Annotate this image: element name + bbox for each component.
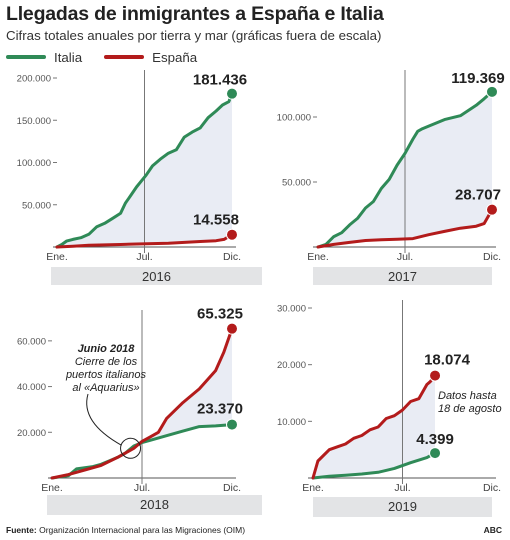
endpoint-italia: [429, 447, 442, 460]
annotation-line: Datos hasta: [438, 390, 497, 402]
brand-logo-text: ABC: [483, 525, 502, 535]
annotation-leader-line: [86, 393, 122, 446]
endpoint-italia: [226, 87, 238, 100]
page-title: Llegadas de inmigrantes a España e Itali…: [6, 3, 384, 25]
x-tick-label: Jul.: [394, 482, 410, 494]
page-subtitle: Cifras totales anuales por tierra y mar …: [6, 28, 382, 43]
value-label-italia: 181.436: [193, 72, 247, 89]
x-tick-label: Dic.: [483, 482, 501, 494]
series-line-espana: [316, 208, 494, 249]
y-tick-label: 60.000: [17, 336, 46, 347]
value-label-espana: 28.707: [455, 187, 501, 204]
y-tick-label: 40.000: [17, 382, 46, 393]
series-line-espana: [50, 327, 234, 480]
series-line-italia: [55, 92, 234, 249]
series-line-espana: [55, 233, 234, 249]
x-tick-label: Jul.: [136, 251, 152, 263]
difference-shade: [313, 375, 435, 478]
legend-swatch-espana: [104, 55, 145, 59]
legend-swatch-italia: [6, 55, 46, 59]
source-footer: Fuente: Organización Internacional para …: [6, 525, 245, 535]
annotation-line: Cierre de los: [75, 356, 138, 368]
y-tick-label: 30.000: [277, 304, 306, 315]
endpoint-espana: [226, 322, 238, 335]
y-tick-label: 20.000: [17, 428, 46, 439]
year-label: 2019: [388, 499, 417, 514]
x-tick-label: Jul.: [397, 251, 413, 263]
y-tick-label: 50.000: [22, 200, 51, 211]
value-label-italia: 23.370: [197, 401, 243, 418]
y-tick-label: 200.000: [17, 74, 51, 85]
series-line-italia: [311, 451, 437, 480]
crossing-circle: [120, 437, 142, 459]
x-tick-label: Ene.: [307, 251, 329, 263]
annotation-line: al «Aquarius»: [72, 382, 139, 394]
legend-label-italia: Italia: [54, 49, 83, 65]
series-line-italia: [316, 90, 494, 249]
source-label: Fuente:: [6, 525, 37, 535]
y-tick-label: 100.000: [17, 158, 51, 169]
x-tick-label: Dic.: [223, 482, 241, 494]
x-tick-label: Jul.: [134, 482, 150, 494]
y-tick-label: 50.000: [282, 178, 311, 189]
value-label-espana: 18.074: [424, 352, 471, 369]
value-label-italia: 4.399: [416, 431, 454, 448]
y-tick-label: 10.000: [277, 417, 306, 428]
year-bar: [313, 267, 492, 285]
chart-panel-2016: 200.000 150.000 100.000 50.000 Ene. Jul. Dic. 1…: [17, 70, 262, 285]
x-tick-label: Ene.: [41, 482, 63, 494]
year-bar: [313, 497, 492, 517]
value-label-italia: 119.369: [451, 70, 504, 87]
source-text: Organización Internacional para las Migr…: [39, 525, 246, 535]
endpoint-espana: [429, 369, 442, 382]
year-label: 2016: [142, 269, 171, 284]
endpoint-espana: [486, 203, 498, 216]
year-bar: [47, 495, 262, 515]
chart-panel-2019: 30.000 20.000 10.000 Ene. Jul. Dic. 18.074 4.39…: [277, 300, 502, 517]
x-tick-label: Ene.: [46, 251, 68, 263]
endpoint-italia: [486, 85, 498, 98]
x-tick-label: Ene.: [302, 482, 324, 494]
x-tick-label: Dic.: [483, 251, 501, 263]
series-line-espana: [311, 374, 437, 480]
year-bar: [51, 267, 262, 285]
y-tick-label: 150.000: [17, 116, 51, 127]
year-label: 2018: [140, 497, 169, 512]
annotation-title: Junio 2018: [78, 343, 136, 355]
chart-panel-2017: 100.000 50.000 Ene. Jul. Dic. 119.369 28.707 20…: [277, 70, 505, 285]
endpoint-italia: [226, 418, 238, 431]
value-label-espana: 14.558: [193, 212, 239, 229]
difference-shade: [52, 328, 232, 478]
value-label-espana: 65.325: [197, 306, 243, 323]
chart-panel-2018: 60.000 40.000 20.000 Ene. Jul. Dic. 65.325 23.3…: [17, 306, 262, 515]
legend-label-espana: España: [152, 49, 198, 65]
y-tick-label: 100.000: [277, 113, 311, 124]
y-tick-label: 20.000: [277, 360, 306, 371]
endpoint-espana: [226, 228, 238, 241]
difference-shade: [57, 93, 232, 247]
annotation-line: 18 de agosto: [438, 403, 502, 415]
x-tick-label: Dic.: [223, 251, 241, 263]
year-label: 2017: [388, 269, 417, 284]
annotation-line: puertos italianos: [65, 369, 147, 381]
chart-legend: Italia España: [6, 48, 219, 66]
